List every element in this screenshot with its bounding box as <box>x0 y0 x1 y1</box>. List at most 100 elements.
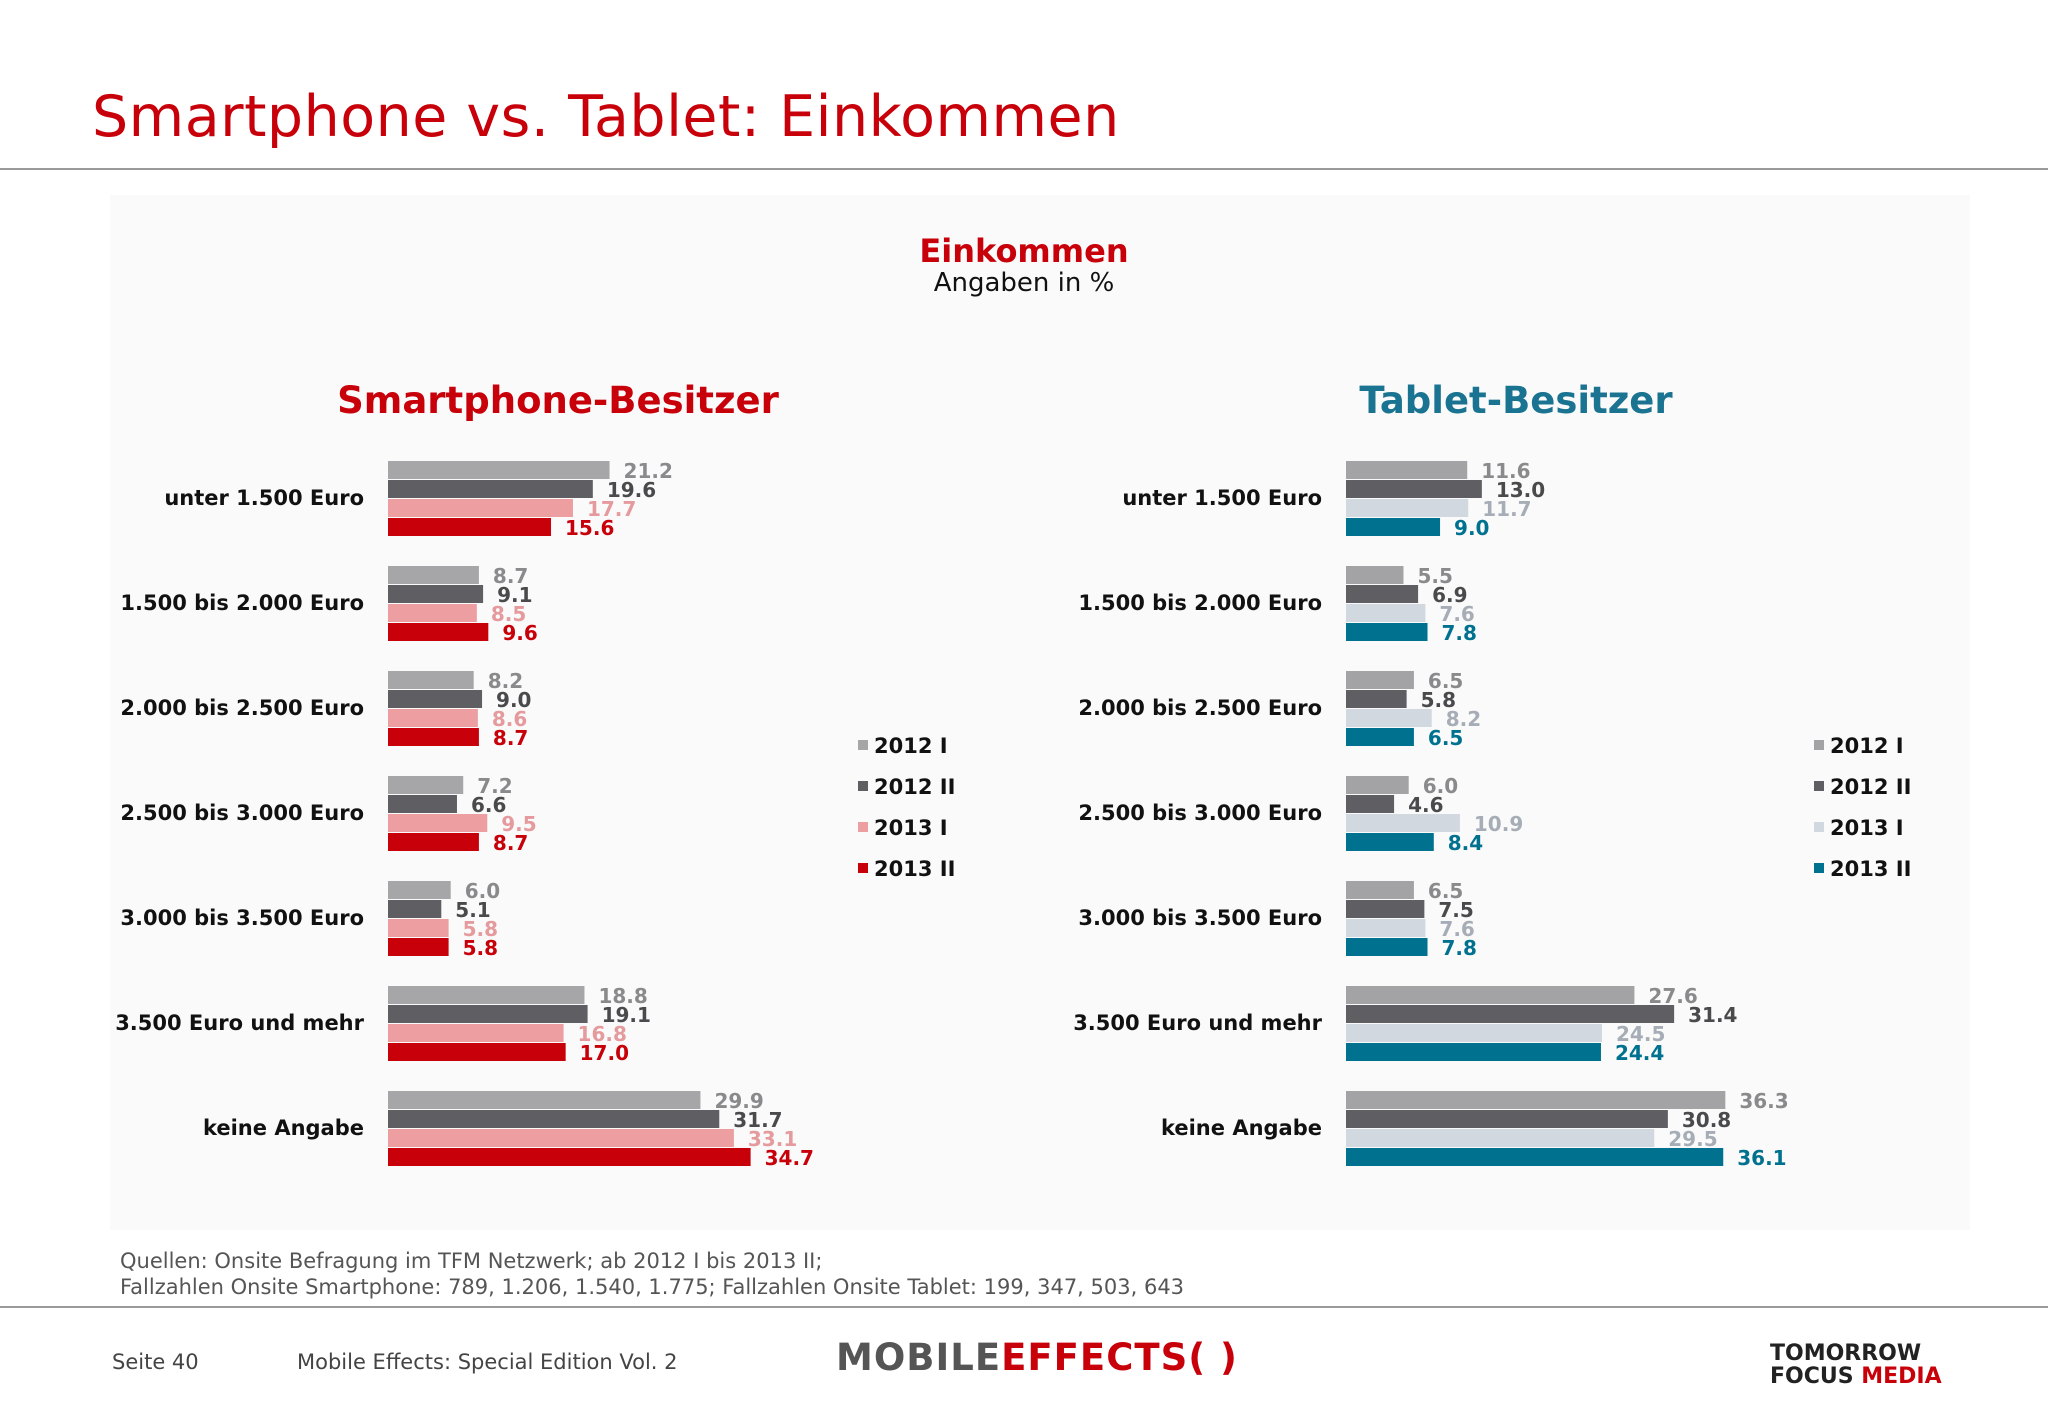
chart-title-2: Tablet-Besitzer <box>1359 379 1673 422</box>
legend-item: 2012 II <box>874 775 955 799</box>
bar <box>1346 900 1425 918</box>
bar <box>388 795 457 813</box>
data-label: 8.7 <box>493 726 528 750</box>
bar <box>388 461 610 479</box>
legend-item: 2012 II <box>1830 775 1911 799</box>
data-label: 13.0 <box>1496 478 1545 502</box>
bar <box>388 776 464 794</box>
bar <box>1346 480 1482 498</box>
bar <box>1346 1129 1655 1147</box>
tomorrow-focus-media-logo: TOMORROW FOCUS MEDIA <box>1770 1342 1942 1388</box>
chart-title-1: Smartphone-Besitzer <box>337 379 779 422</box>
category-label: 2.500 bis 3.000 Euro <box>1078 801 1322 825</box>
data-label: 21.2 <box>624 459 673 483</box>
data-label: 27.6 <box>1648 984 1697 1008</box>
bar <box>388 1091 701 1109</box>
data-label: 33.1 <box>748 1127 797 1151</box>
data-label: 6.5 <box>1428 669 1463 693</box>
data-label: 5.8 <box>463 917 498 941</box>
data-label: 6.6 <box>471 793 506 817</box>
category-label: 2.000 bis 2.500 Euro <box>1078 696 1322 720</box>
data-label: 7.8 <box>1442 621 1477 645</box>
data-label: 8.6 <box>492 707 527 731</box>
category-label: 3.500 Euro und mehr <box>115 1011 364 1035</box>
data-label: 7.6 <box>1439 602 1474 626</box>
bar <box>1346 585 1419 603</box>
footer-divider <box>0 1306 2048 1308</box>
bar <box>388 986 585 1004</box>
bar <box>1346 518 1441 536</box>
bar <box>388 833 479 851</box>
bar <box>1346 795 1395 813</box>
category-label: unter 1.500 Euro <box>1122 486 1322 510</box>
data-label: 29.5 <box>1668 1127 1717 1151</box>
data-label: 9.1 <box>497 583 532 607</box>
bar <box>388 881 451 899</box>
data-label: 17.0 <box>580 1041 629 1065</box>
legend-item: 2012 I <box>1830 734 1904 758</box>
logo-part-brackets: ( ) <box>1188 1336 1238 1379</box>
legend-swatch <box>858 781 868 791</box>
bar <box>388 604 477 622</box>
bar <box>1346 1005 1675 1023</box>
bar <box>1346 709 1432 727</box>
bar <box>1346 671 1414 689</box>
legend-item: 2013 I <box>874 816 948 840</box>
bar <box>388 623 489 641</box>
data-label: 7.6 <box>1439 917 1474 941</box>
category-label: 2.500 bis 3.000 Euro <box>120 801 364 825</box>
category-label: 3.000 bis 3.500 Euro <box>1078 906 1322 930</box>
logo-part-mobile: MOBILE <box>836 1336 1002 1379</box>
data-label: 9.5 <box>501 812 536 836</box>
data-label: 19.1 <box>602 1003 651 1027</box>
data-label: 9.6 <box>502 621 537 645</box>
bar <box>388 814 488 832</box>
data-label: 10.9 <box>1474 812 1523 836</box>
chart-heading: Einkommen <box>919 232 1129 270</box>
legend-swatch <box>858 863 868 873</box>
logo-line-focus: FOCUS <box>1770 1364 1862 1389</box>
data-label: 8.2 <box>1446 707 1481 731</box>
data-label: 9.0 <box>496 688 531 712</box>
bar <box>388 900 442 918</box>
data-label: 4.6 <box>1408 793 1443 817</box>
page-title: Smartphone vs. Tablet: Einkommen <box>92 84 1120 150</box>
bar <box>388 480 593 498</box>
bar <box>1346 499 1469 517</box>
data-label: 15.6 <box>565 516 614 540</box>
bar <box>388 671 474 689</box>
data-label: 6.5 <box>1428 726 1463 750</box>
data-label: 7.5 <box>1438 898 1473 922</box>
data-label: 11.7 <box>1482 497 1531 521</box>
bar <box>388 709 478 727</box>
data-label: 6.0 <box>1423 774 1458 798</box>
data-label: 5.8 <box>1421 688 1456 712</box>
data-label: 24.4 <box>1615 1041 1664 1065</box>
bar <box>1346 814 1460 832</box>
bar <box>1346 1091 1726 1109</box>
bar <box>388 499 573 517</box>
category-label: keine Angabe <box>1161 1116 1322 1140</box>
data-label: 8.4 <box>1448 831 1483 855</box>
bar <box>388 566 479 584</box>
bar <box>388 1148 751 1166</box>
category-label: 3.000 bis 3.500 Euro <box>120 906 364 930</box>
bar <box>388 1129 734 1147</box>
data-label: 9.0 <box>1454 516 1489 540</box>
data-label: 36.1 <box>1737 1146 1786 1170</box>
chart-subheading: Angaben in % <box>933 268 1115 298</box>
data-label: 24.5 <box>1616 1022 1665 1046</box>
charts-canvas: Smartphone-Besitzer unter 1.500 Euro 21.2 1… <box>115 379 1911 1170</box>
data-label: 16.8 <box>578 1022 627 1046</box>
legend-swatch <box>1814 863 1824 873</box>
logo-line-tomorrow: TOMORROW <box>1770 1341 1922 1366</box>
legend-item: 2012 I <box>874 734 948 758</box>
bar <box>1346 604 1426 622</box>
data-label: 36.3 <box>1739 1089 1788 1113</box>
mobile-effects-logo: MOBILEEFFECTS( ) <box>836 1336 1238 1379</box>
data-label: 8.7 <box>493 564 528 588</box>
bar <box>1346 1043 1601 1061</box>
data-label: 11.6 <box>1481 459 1530 483</box>
bar <box>388 1110 720 1128</box>
sources-note: Quellen: Onsite Befragung im TFM Netzwer… <box>120 1248 1184 1300</box>
